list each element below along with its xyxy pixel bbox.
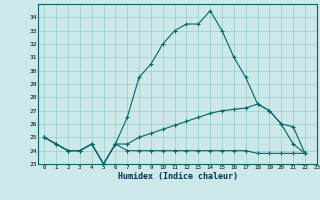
X-axis label: Humidex (Indice chaleur): Humidex (Indice chaleur) xyxy=(118,172,238,181)
